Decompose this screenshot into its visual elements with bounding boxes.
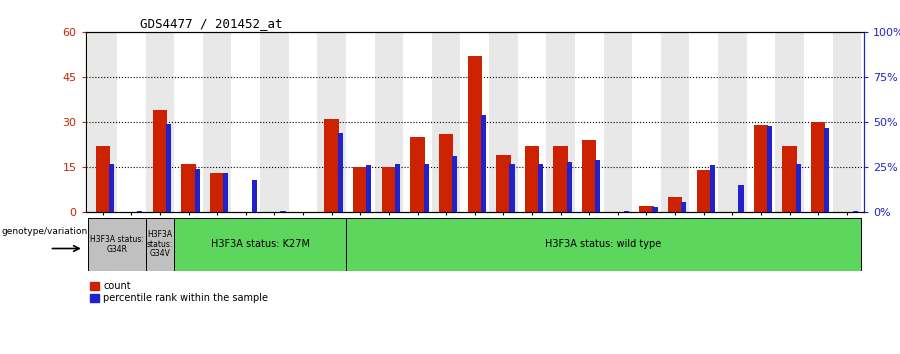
- Bar: [346, 32, 374, 212]
- Bar: [853, 211, 858, 212]
- Bar: [525, 146, 539, 212]
- Bar: [461, 32, 489, 212]
- Bar: [689, 32, 718, 212]
- Bar: [175, 218, 346, 271]
- Bar: [632, 32, 661, 212]
- Bar: [452, 156, 457, 212]
- Bar: [811, 122, 825, 212]
- Bar: [318, 32, 346, 212]
- Bar: [554, 146, 568, 212]
- Bar: [718, 32, 747, 212]
- Bar: [604, 32, 632, 212]
- Text: GDS4477 / 201452_at: GDS4477 / 201452_at: [140, 17, 282, 30]
- Bar: [353, 167, 367, 212]
- Bar: [182, 164, 195, 212]
- Bar: [231, 32, 260, 212]
- Bar: [366, 165, 372, 212]
- Bar: [252, 180, 256, 212]
- Bar: [518, 32, 546, 212]
- Text: H3F3A status: wild type: H3F3A status: wild type: [545, 239, 662, 249]
- Bar: [468, 56, 482, 212]
- Bar: [767, 126, 772, 212]
- Bar: [424, 164, 428, 212]
- Bar: [582, 140, 597, 212]
- Bar: [738, 185, 743, 212]
- Bar: [223, 173, 229, 212]
- Bar: [325, 119, 338, 212]
- Bar: [395, 164, 400, 212]
- Bar: [661, 32, 689, 212]
- Bar: [782, 146, 796, 212]
- Bar: [489, 32, 518, 212]
- Bar: [747, 32, 775, 212]
- Legend: count, percentile rank within the sample: count, percentile rank within the sample: [90, 281, 268, 303]
- Bar: [289, 32, 318, 212]
- Bar: [260, 32, 289, 212]
- Bar: [567, 162, 572, 212]
- Bar: [668, 198, 682, 212]
- Bar: [595, 160, 600, 212]
- Bar: [439, 134, 454, 212]
- Bar: [109, 164, 113, 212]
- Text: genotype/variation: genotype/variation: [2, 227, 88, 236]
- Bar: [403, 32, 432, 212]
- Bar: [832, 32, 861, 212]
- Bar: [546, 32, 575, 212]
- Bar: [697, 170, 711, 212]
- Bar: [496, 155, 510, 212]
- Bar: [796, 164, 801, 212]
- Bar: [374, 32, 403, 212]
- Bar: [194, 169, 200, 212]
- Bar: [681, 201, 687, 212]
- Bar: [210, 173, 224, 212]
- Bar: [95, 146, 110, 212]
- Bar: [824, 127, 830, 212]
- Bar: [175, 32, 202, 212]
- Bar: [775, 32, 804, 212]
- Bar: [575, 32, 604, 212]
- Bar: [652, 207, 658, 212]
- Bar: [138, 211, 142, 212]
- Bar: [509, 164, 515, 212]
- Bar: [146, 32, 175, 212]
- Bar: [710, 165, 715, 212]
- Bar: [146, 218, 175, 271]
- Bar: [410, 137, 425, 212]
- Bar: [166, 124, 171, 212]
- Bar: [338, 133, 343, 212]
- Bar: [754, 125, 768, 212]
- Bar: [804, 32, 833, 212]
- Bar: [432, 32, 461, 212]
- Bar: [153, 110, 167, 212]
- Text: H3F3A
status:
G34V: H3F3A status: G34V: [147, 230, 173, 258]
- Bar: [639, 206, 653, 212]
- Bar: [281, 211, 285, 212]
- Bar: [117, 32, 146, 212]
- Bar: [202, 32, 231, 212]
- Bar: [88, 218, 146, 271]
- Bar: [346, 218, 861, 271]
- Bar: [382, 167, 396, 212]
- Bar: [538, 164, 544, 212]
- Text: H3F3A status: K27M: H3F3A status: K27M: [211, 239, 310, 249]
- Bar: [88, 32, 117, 212]
- Bar: [624, 211, 629, 212]
- Text: H3F3A status:
G34R: H3F3A status: G34R: [90, 235, 144, 253]
- Bar: [481, 115, 486, 212]
